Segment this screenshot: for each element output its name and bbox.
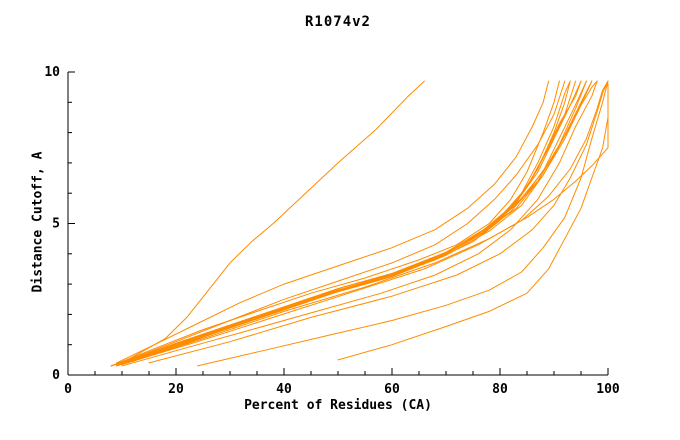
curve-20 — [148, 80, 609, 364]
curve-5 — [110, 80, 582, 367]
x-tick-label: 60 — [384, 382, 400, 397]
curve-1 — [121, 80, 425, 364]
chart-title: R1074v2 — [304, 14, 371, 30]
curve-10 — [132, 80, 593, 362]
x-tick-label: 0 — [64, 382, 72, 397]
curve-3 — [116, 80, 571, 367]
curve-11 — [116, 80, 566, 365]
curve-18 — [121, 80, 571, 364]
curve-15 — [126, 83, 609, 364]
curve-17 — [116, 80, 550, 364]
x-tick-label: 40 — [276, 382, 292, 397]
curve-14 — [337, 83, 609, 361]
curve-4 — [121, 80, 577, 365]
y-tick-label: 10 — [44, 65, 60, 80]
x-tick-label: 80 — [492, 382, 508, 397]
curve-8 — [121, 80, 593, 365]
y-tick-label: 5 — [52, 217, 60, 232]
curve-19 — [116, 80, 587, 366]
curve-13 — [197, 80, 609, 367]
curve-16 — [121, 80, 609, 365]
curve-12 — [121, 80, 598, 367]
x-tick-label: 100 — [596, 382, 620, 397]
y-tick-label: 0 — [52, 368, 60, 383]
x-axis-label: Percent of Residues (CA) — [244, 398, 432, 413]
curve-9 — [110, 80, 598, 367]
x-tick-label: 20 — [168, 382, 184, 397]
curve-6 — [126, 80, 582, 364]
